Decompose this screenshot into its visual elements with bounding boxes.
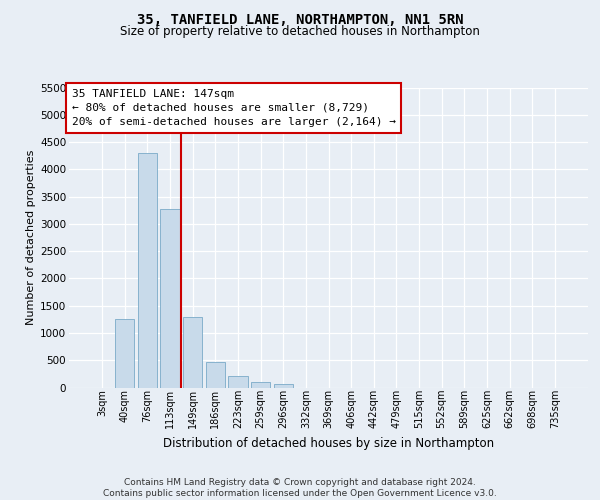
Text: 35 TANFIELD LANE: 147sqm
← 80% of detached houses are smaller (8,729)
20% of sem: 35 TANFIELD LANE: 147sqm ← 80% of detach… [71,89,395,127]
Bar [183,316,202,388]
Bar [251,382,270,388]
Bar [160,208,180,388]
X-axis label: Distribution of detached houses by size in Northampton: Distribution of detached houses by size … [163,436,494,450]
Bar [138,153,157,388]
Text: Contains HM Land Registry data © Crown copyright and database right 2024.
Contai: Contains HM Land Registry data © Crown c… [103,478,497,498]
Bar [274,384,293,388]
Text: Size of property relative to detached houses in Northampton: Size of property relative to detached ho… [120,25,480,38]
Bar [229,376,248,388]
Bar [206,362,225,388]
Y-axis label: Number of detached properties: Number of detached properties [26,150,36,325]
Text: 35, TANFIELD LANE, NORTHAMPTON, NN1 5RN: 35, TANFIELD LANE, NORTHAMPTON, NN1 5RN [137,12,463,26]
Bar [115,320,134,388]
